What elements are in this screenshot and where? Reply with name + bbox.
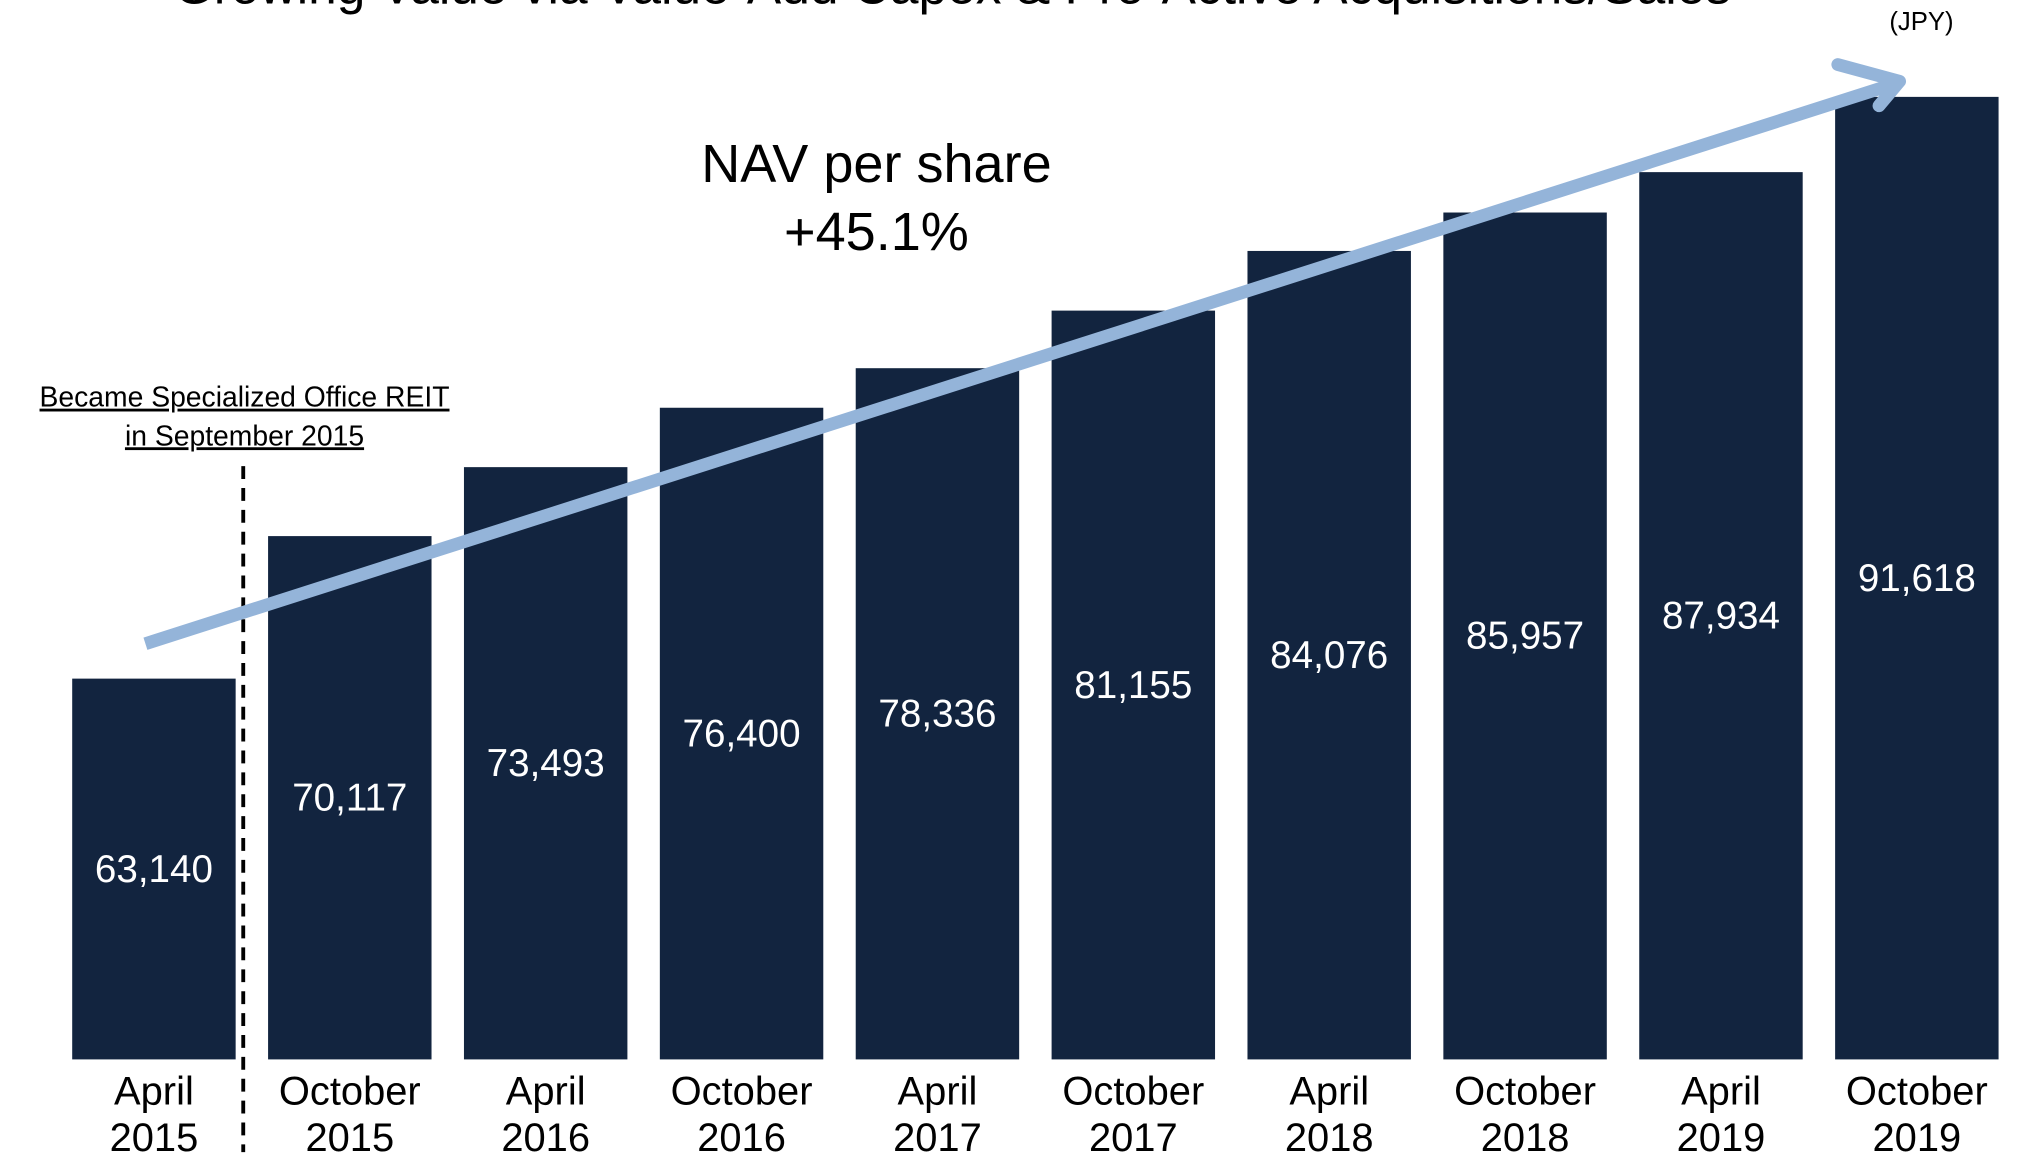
trend-arrow bbox=[143, 58, 1907, 650]
x-tick-label: 2018 bbox=[1285, 1116, 1374, 1160]
x-tick-label: April bbox=[114, 1070, 194, 1114]
annotation: NAV per share bbox=[701, 134, 1051, 194]
x-tick-label: 2018 bbox=[1481, 1116, 1570, 1160]
bar bbox=[659, 407, 824, 1060]
event-note: Became Specialized Office REIT bbox=[40, 381, 450, 413]
value-label: 70,117 bbox=[292, 777, 407, 820]
x-tick-label: April bbox=[506, 1070, 586, 1114]
bar bbox=[268, 536, 432, 1060]
annotation: +45.1% bbox=[784, 202, 969, 262]
value-label: 78,336 bbox=[878, 693, 996, 736]
x-tick-label: October bbox=[1846, 1070, 1988, 1114]
x-tick-label: 2019 bbox=[1677, 1116, 1766, 1160]
x-tick-label: 2019 bbox=[1872, 1116, 1961, 1160]
x-tick-label: April bbox=[898, 1070, 978, 1114]
x-tick-label: 2016 bbox=[697, 1116, 786, 1160]
x-tick-label: 2017 bbox=[1089, 1116, 1178, 1160]
bar bbox=[1051, 310, 1216, 1060]
bar bbox=[463, 467, 628, 1060]
x-tick-label: 2015 bbox=[110, 1116, 199, 1160]
x-tick-label: 2015 bbox=[305, 1116, 394, 1160]
bar bbox=[1835, 96, 1999, 1060]
x-tick-label: October bbox=[1062, 1070, 1204, 1114]
x-tick-label: October bbox=[671, 1070, 813, 1114]
value-label: 76,400 bbox=[683, 712, 801, 755]
x-tick-label: October bbox=[1454, 1070, 1596, 1114]
bar bbox=[72, 678, 236, 1060]
unit-label: (JPY) bbox=[1889, 8, 1953, 36]
bar bbox=[1639, 172, 1803, 1060]
bar bbox=[1247, 250, 1411, 1060]
arrow-head bbox=[1831, 58, 1907, 113]
chart-title: Growing Value via Value-Add Capex & Pro-… bbox=[174, 0, 1731, 15]
bar bbox=[1443, 212, 1607, 1060]
event-note: in September 2015 bbox=[125, 419, 364, 451]
arrow-shaft bbox=[143, 77, 1897, 650]
bars: 63,140 70,117 73,493 76,400 78,336 81,155 84,0… bbox=[72, 96, 1999, 1060]
value-label: 81,155 bbox=[1074, 664, 1192, 707]
x-tick-label: 2016 bbox=[501, 1116, 590, 1160]
value-label: 85,957 bbox=[1466, 615, 1584, 658]
x-tick-label: April bbox=[1289, 1070, 1369, 1114]
x-tick-label: October bbox=[279, 1070, 421, 1114]
x-tick-label: 2017 bbox=[893, 1116, 982, 1160]
value-label: 91,618 bbox=[1858, 557, 1976, 600]
value-label: 87,934 bbox=[1662, 595, 1780, 638]
x-tick-label: April bbox=[1681, 1070, 1761, 1114]
value-label: 73,493 bbox=[487, 742, 605, 785]
value-label: 63,140 bbox=[95, 848, 213, 891]
bar bbox=[855, 368, 1020, 1060]
value-label: 84,076 bbox=[1270, 634, 1388, 677]
